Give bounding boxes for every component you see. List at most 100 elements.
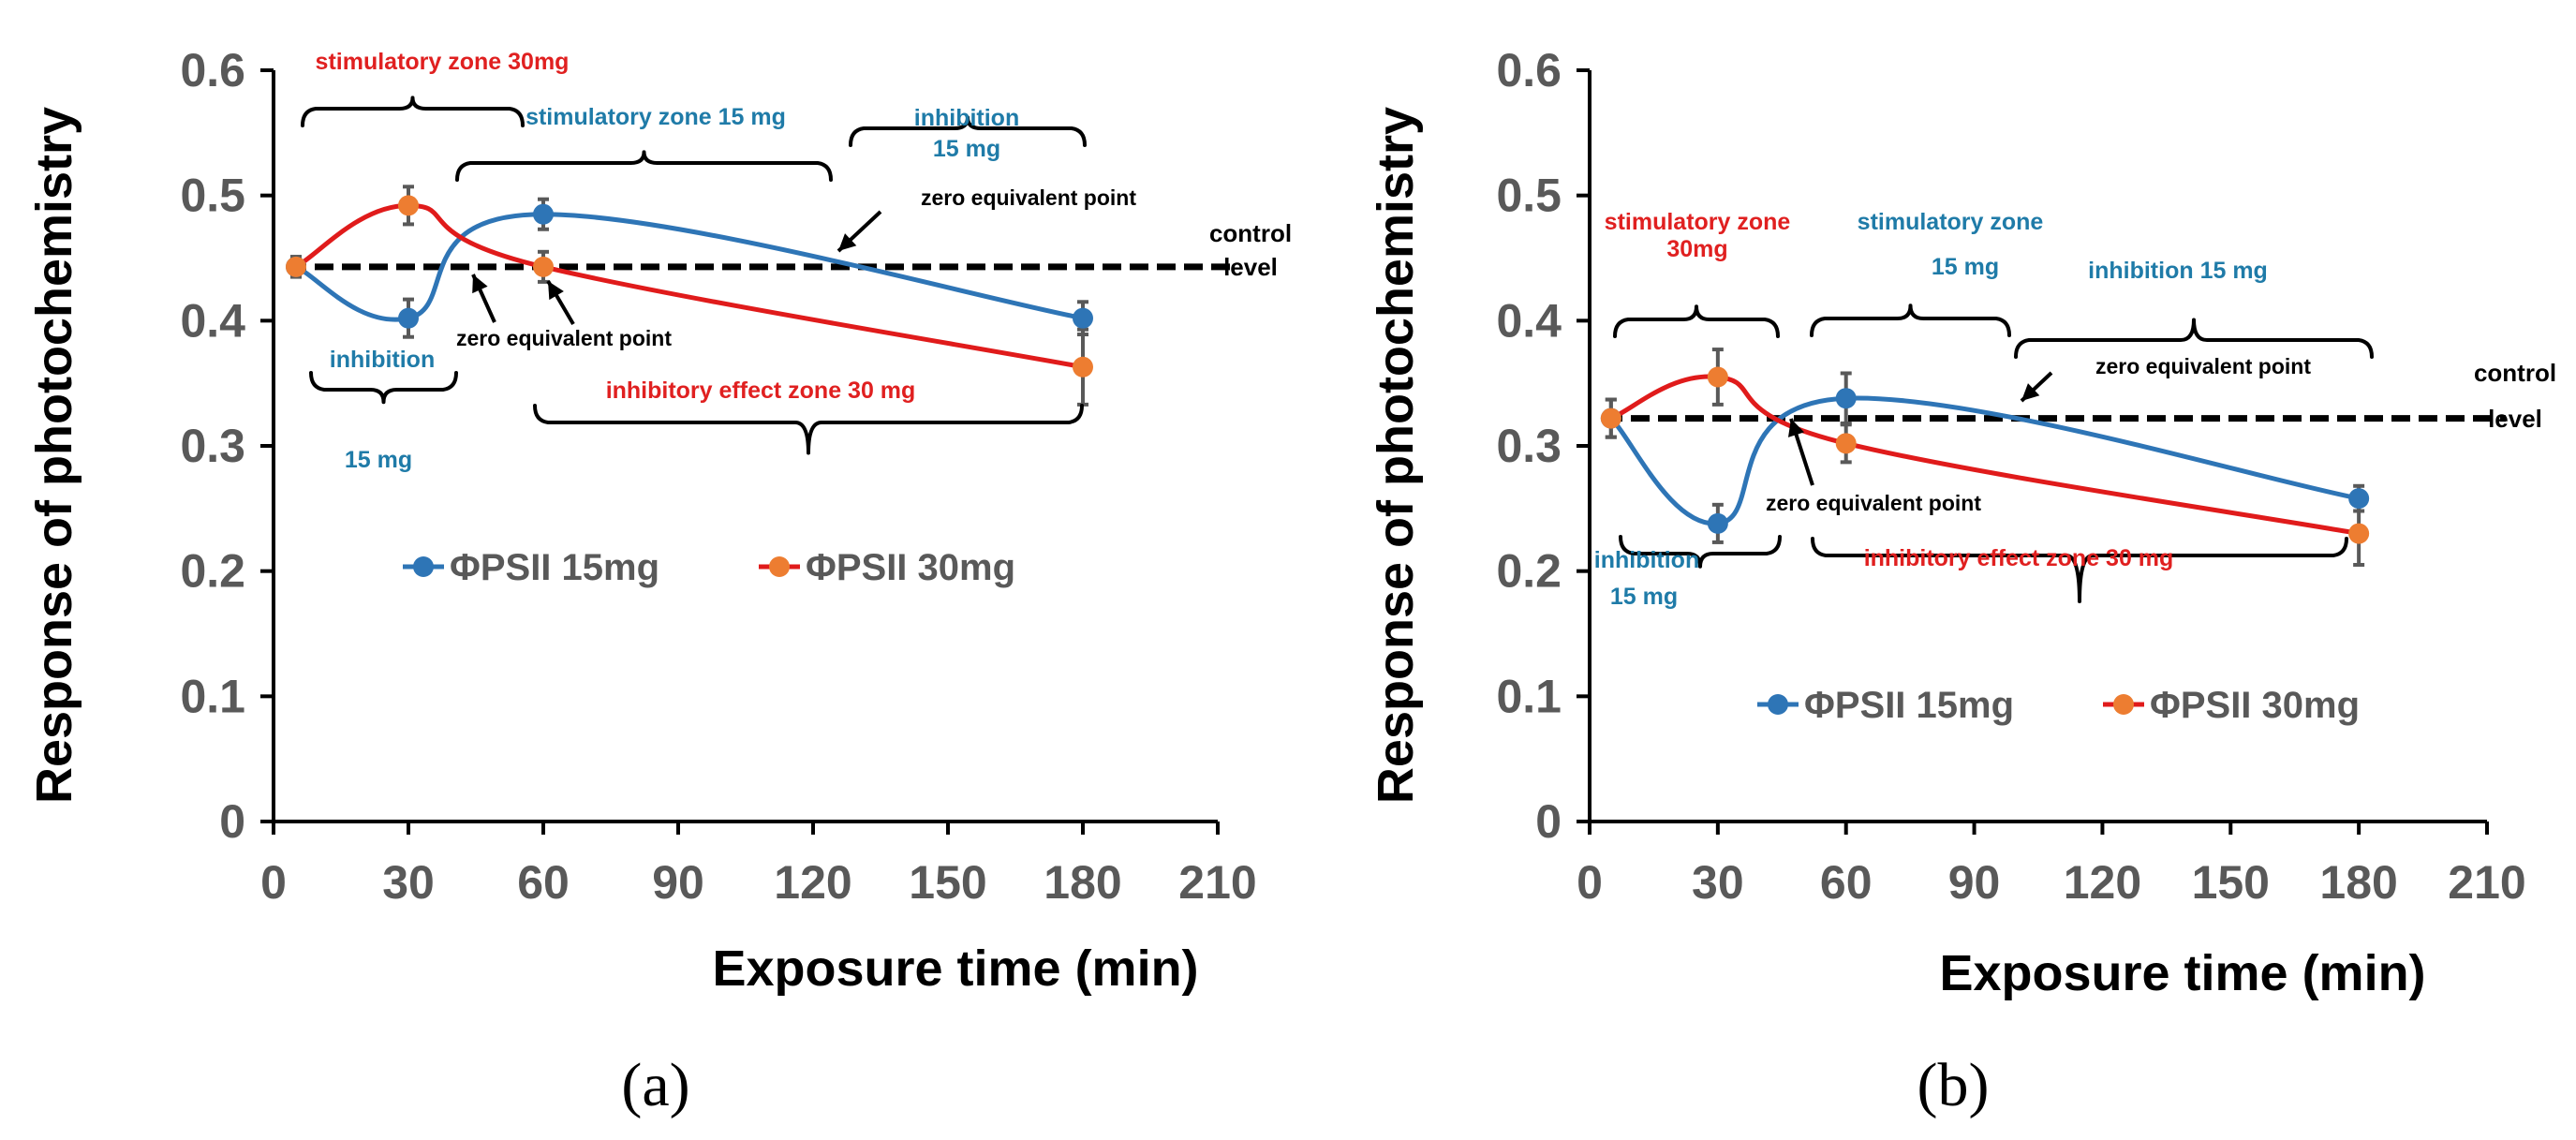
- series-line-30mg: [294, 202, 1084, 370]
- panel-label: (a): [621, 1051, 689, 1119]
- zone-brace: [1619, 535, 1782, 569]
- zone-annotation: stimulatory zone 15 mg: [526, 104, 786, 130]
- data-point-30mg: [533, 256, 554, 277]
- zone-annotation: 15 mg: [933, 136, 1000, 162]
- y-tick-label: 0.2: [1496, 545, 1562, 598]
- zone-brace: [1613, 304, 1780, 338]
- zone-annotation: inhibition: [1594, 547, 1699, 573]
- zone-annotation: 15 mg: [345, 447, 412, 473]
- x-tick-label: 150: [909, 856, 986, 909]
- data-point-30mg: [286, 256, 306, 277]
- y-tick-label: 0.6: [180, 44, 245, 96]
- x-axis-title: Exposure time (min): [712, 940, 1198, 997]
- legend-swatch-marker: [769, 556, 790, 577]
- data-point-15mg: [398, 307, 419, 329]
- data-point-30mg: [1707, 366, 1728, 388]
- y-tick-label: 0.2: [180, 545, 245, 598]
- x-tick-label: 0: [1577, 856, 1603, 909]
- data-point-15mg: [533, 203, 554, 225]
- control-level-label: control: [2474, 359, 2556, 387]
- legend-swatch-marker: [1768, 694, 1788, 715]
- x-tick-label: 180: [2319, 856, 2397, 909]
- y-tick-label: 0.4: [1496, 294, 1562, 347]
- legend-entry: ΦPSII 15mg: [1804, 685, 2014, 726]
- chart-panel-a: 0 0.1 0.2 0.3 0.4 0.5 0.6 0 30 60 90 120 150 180 210 Ex…: [26, 44, 1292, 1119]
- data-point-15mg: [1073, 307, 1093, 329]
- y-tick-label: 0.1: [1496, 670, 1562, 722]
- legend-entry: ΦPSII 30mg: [806, 547, 1015, 588]
- x-tick-label: 210: [2448, 856, 2525, 909]
- zone-brace: [1810, 304, 2011, 337]
- x-tick-label: 210: [1178, 856, 1256, 909]
- legend-swatch-marker: [2113, 694, 2134, 715]
- y-tick-label: 0.1: [180, 670, 245, 722]
- x-tick-label: 30: [1692, 856, 1744, 909]
- data-point-30mg: [2348, 523, 2370, 544]
- zone-brace: [455, 150, 833, 182]
- zone-annotation: 15 mg: [1932, 254, 1999, 280]
- legend-entry: ΦPSII 30mg: [2150, 685, 2360, 726]
- x-axis-title: Exposure time (min): [1939, 945, 2425, 1001]
- annotation-arrowhead: [472, 274, 488, 294]
- data-point-30mg: [398, 195, 419, 216]
- y-tick-label: 0.5: [1496, 170, 1562, 222]
- data-point-30mg: [1073, 356, 1093, 378]
- control-level-label: control: [1209, 219, 1292, 247]
- legend-entry: ΦPSII 15mg: [450, 547, 659, 588]
- series-line-30mg: [1609, 374, 2360, 537]
- zone-brace: [1811, 537, 2348, 603]
- x-tick-label: 60: [1820, 856, 1873, 909]
- annotation-arrowhead: [838, 233, 857, 251]
- legend-swatch-marker: [413, 556, 434, 577]
- zone-annotation: 15 mg: [1610, 584, 1678, 610]
- y-tick-label: 0: [1535, 795, 1562, 848]
- zone-annotation: 30mg: [1666, 236, 1727, 262]
- series-line-15mg: [294, 212, 1084, 322]
- y-tick-label: 0.5: [180, 170, 245, 222]
- y-axis-title: Response of photochemistry: [1368, 107, 1424, 804]
- x-tick-label: 90: [1948, 856, 2001, 909]
- panel-label: (b): [1917, 1051, 1990, 1119]
- zone-annotation: stimulatory zone: [1605, 209, 1791, 235]
- annotation-arrowhead: [2021, 383, 2040, 401]
- zone-annotation: zero equivalent point: [1766, 491, 1981, 515]
- zone-brace: [2014, 318, 2374, 359]
- x-tick-label: 30: [382, 856, 435, 909]
- annotation-arrowhead: [1787, 419, 1805, 437]
- control-level-label: level: [1223, 253, 1278, 281]
- y-axis-title: Response of photochemistry: [26, 107, 82, 804]
- x-tick-label: 60: [517, 856, 570, 909]
- zone-annotation: inhibitory effect zone 30 mg: [1864, 545, 2174, 571]
- data-point-15mg: [1707, 512, 1728, 534]
- y-tick-label: 0.3: [1496, 420, 1562, 472]
- zone-brace: [309, 371, 458, 405]
- zone-annotation: inhibition 15 mg: [2088, 258, 2268, 284]
- data-point-15mg: [2348, 488, 2370, 510]
- zone-brace: [849, 115, 1087, 147]
- zone-annotation: stimulatory zone 30mg: [316, 49, 570, 75]
- data-point-30mg: [1600, 407, 1621, 429]
- y-tick-label: 0.4: [180, 294, 245, 347]
- zone-annotation: inhibitory effect zone 30 mg: [606, 378, 916, 404]
- y-tick-label: 0.6: [1496, 44, 1562, 96]
- x-tick-label: 180: [1044, 856, 1121, 909]
- zone-annotation: zero equivalent point: [921, 185, 1136, 210]
- chart-panel-b: 0 0.1 0.2 0.3 0.4 0.5 0.6 0 30 60 90 120 150 180 210 Ex…: [1368, 44, 2556, 1119]
- y-tick-label: 0: [219, 795, 245, 848]
- x-tick-label: 150: [2192, 856, 2270, 909]
- control-level-label: level: [2488, 405, 2542, 433]
- data-point-15mg: [1835, 388, 1857, 409]
- zone-brace: [301, 96, 525, 127]
- x-tick-label: 120: [2064, 856, 2141, 909]
- x-tick-label: 120: [774, 856, 851, 909]
- data-point-30mg: [1835, 433, 1857, 454]
- annotation-arrowhead: [548, 281, 564, 301]
- x-tick-label: 90: [652, 856, 704, 909]
- series-line-15mg: [1609, 395, 2360, 526]
- zone-annotation: zero equivalent point: [456, 326, 672, 350]
- zone-brace: [533, 404, 1084, 455]
- zone-annotation: inhibition: [914, 105, 1019, 131]
- zone-annotation: stimulatory zone: [1858, 209, 2044, 235]
- y-tick-label: 0.3: [180, 420, 245, 472]
